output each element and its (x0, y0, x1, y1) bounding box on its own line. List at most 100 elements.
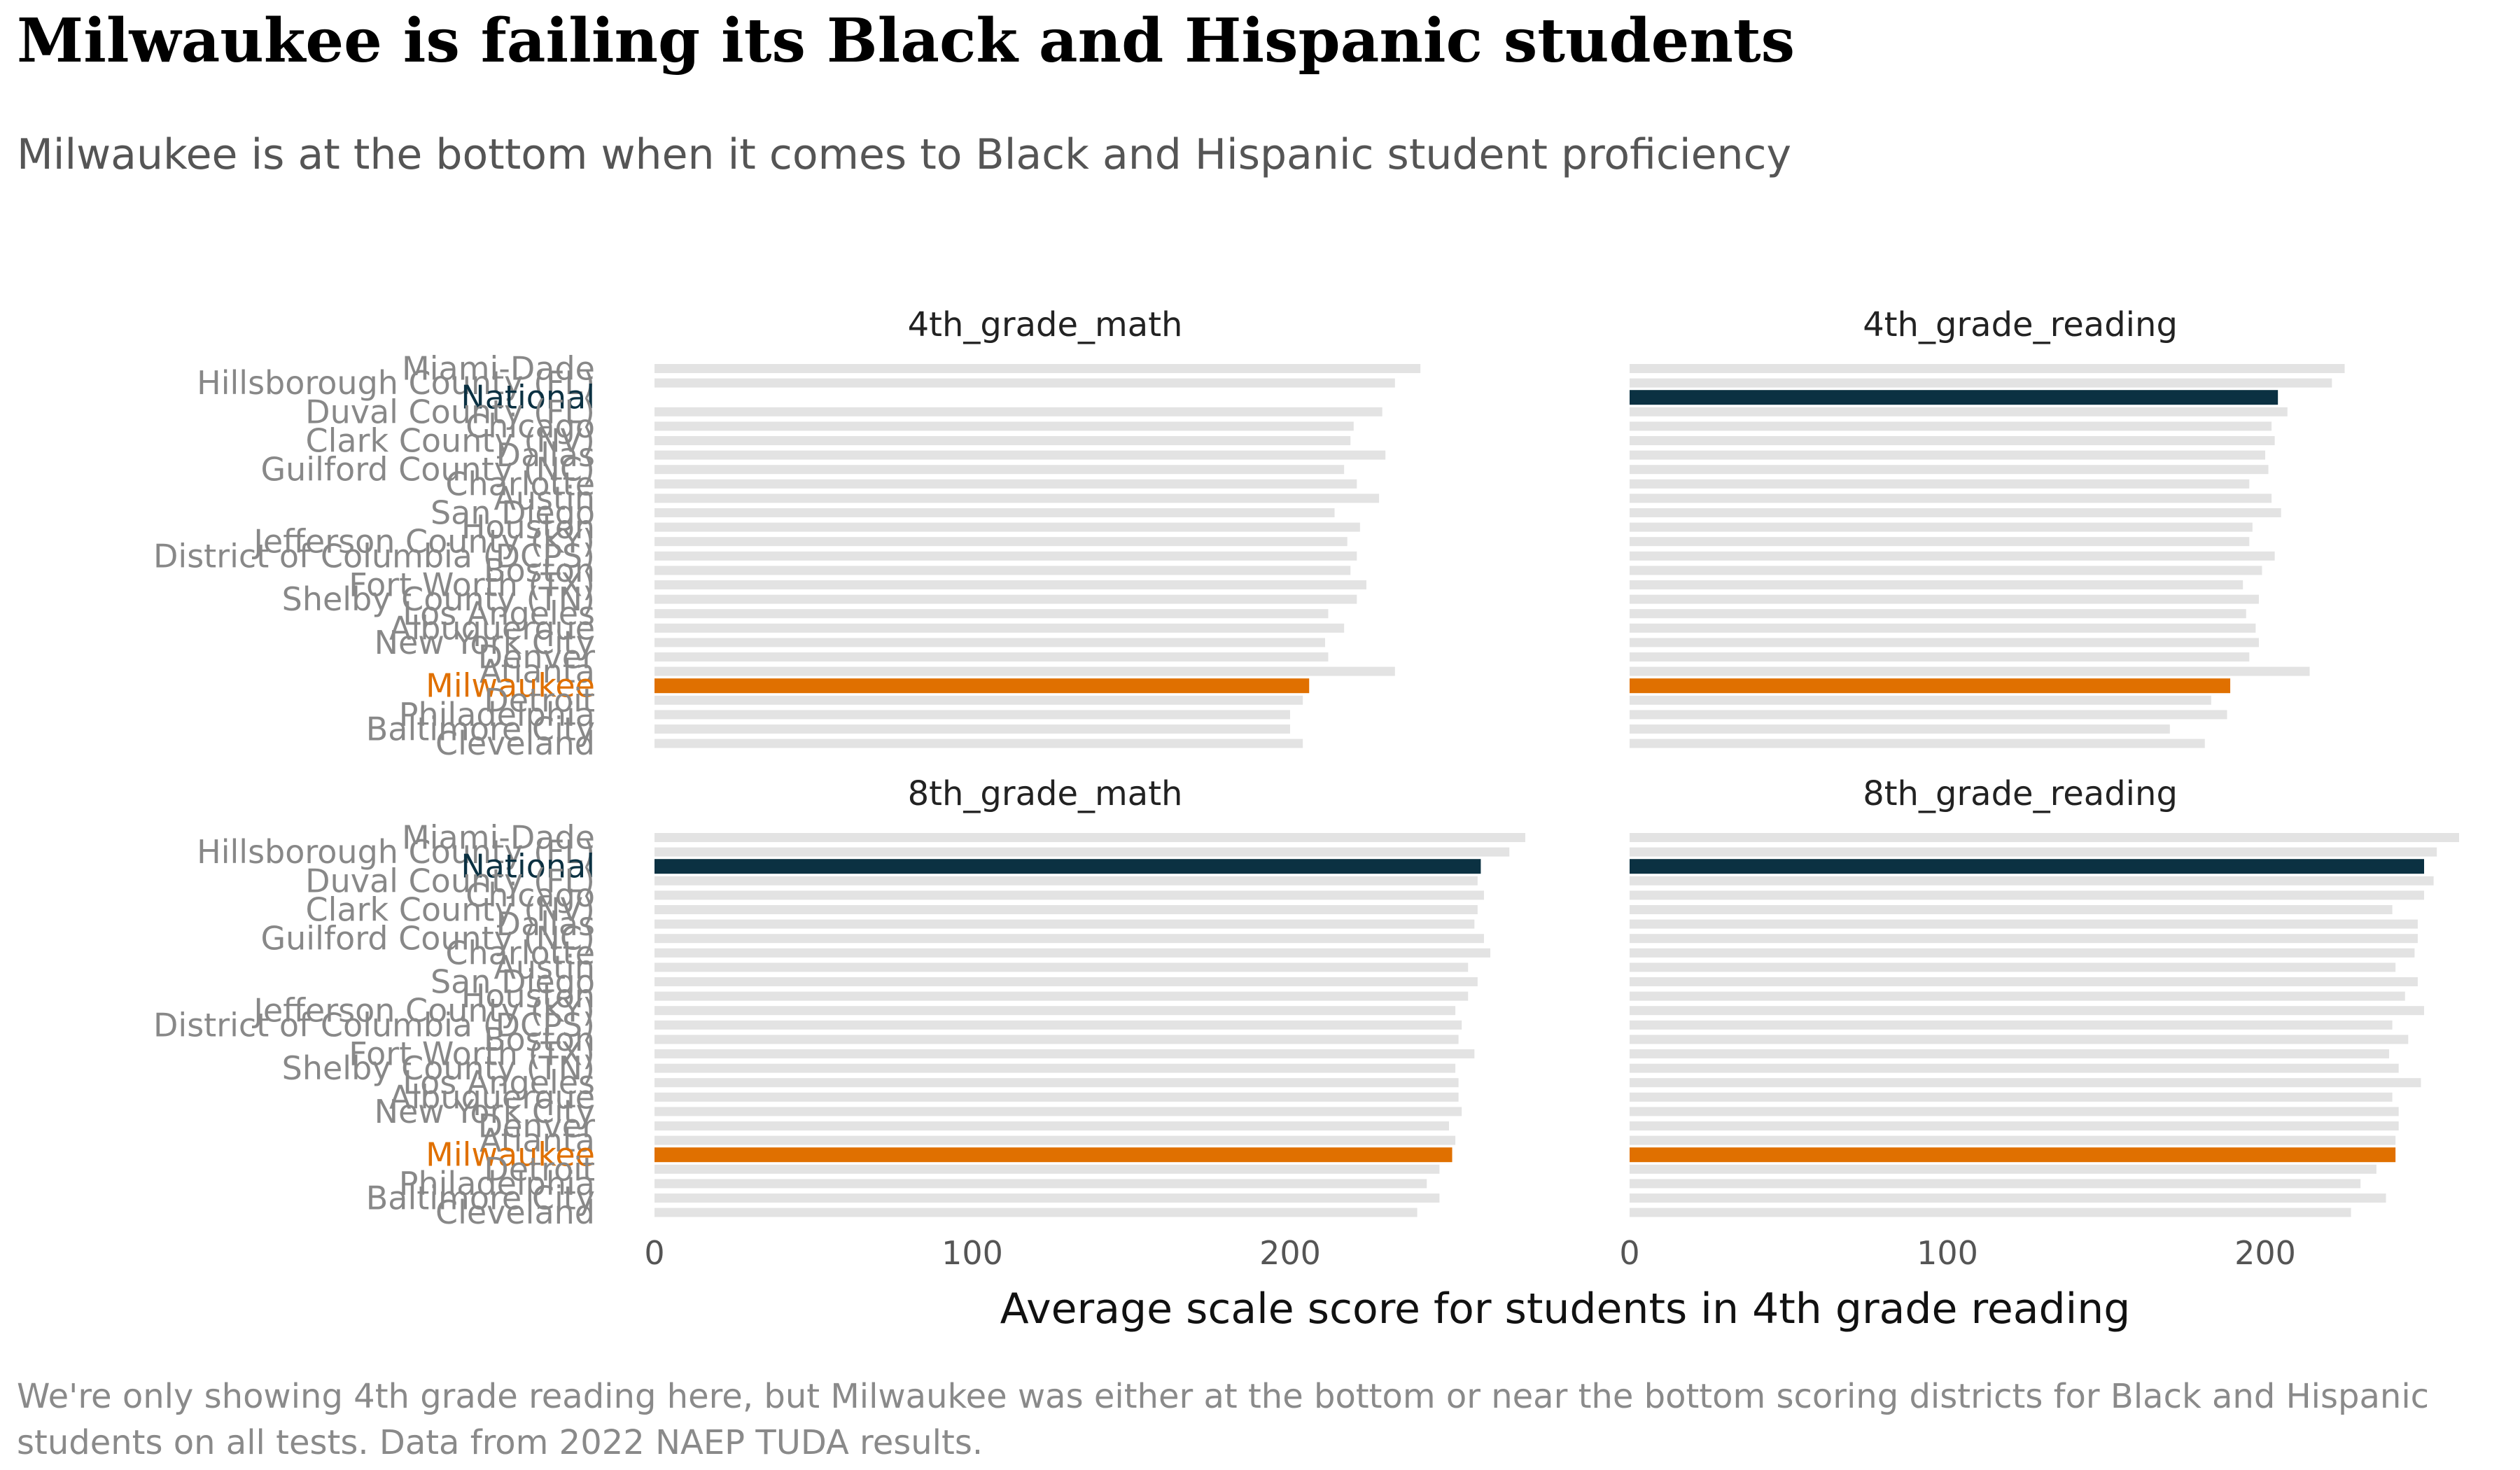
bar-8th-grade-reading-detroit (1630, 1164, 2376, 1174)
bar-8th-grade-reading-milwaukee (1630, 1147, 2396, 1163)
bar-8th-grade-math-clark-county-nv (654, 905, 1478, 914)
category-label-albuquerque: Albuquerque (389, 609, 595, 647)
category-label-guilford-county-nc: Guilford County (NC) (261, 920, 596, 958)
bar-8th-grade-math-jefferson-county-ky (654, 1006, 1456, 1016)
bar-4th-grade-reading-jefferson-county-ky (1630, 537, 2250, 547)
bar-8th-grade-reading-albuquerque (1630, 1092, 2393, 1102)
category-label-baltimore-city: Baltimore City (366, 1180, 595, 1217)
bar-4th-grade-math-hillsborough-county-fl (654, 378, 1395, 388)
category-label-cleveland: Cleveland (435, 724, 595, 762)
bar-4th-grade-math-denver (654, 652, 1329, 662)
bar-4th-grade-reading-cleveland (1630, 738, 2205, 748)
bar-8th-grade-reading-boston (1630, 1035, 2409, 1044)
category-label-chicago: Chicago (465, 876, 595, 914)
category-label-detroit: Detroit (484, 681, 595, 719)
bar-4th-grade-reading-dallas (1630, 450, 2265, 460)
category-label-chicago: Chicago (465, 407, 595, 445)
category-label-albuquerque: Albuquerque (389, 1078, 595, 1116)
category-label-new-york-city: New York City (374, 624, 595, 662)
category-label-national: National (461, 379, 595, 416)
category-label-jefferson-county-ky: Jefferson County (KY) (251, 992, 595, 1030)
bar-8th-grade-math-boston (654, 1035, 1459, 1044)
x-tick-label-8th-grade-math-0: 0 (644, 1234, 664, 1272)
bar-8th-grade-reading-fort-worth-tx (1630, 1049, 2390, 1058)
facet-title-4th-grade-math: 4th_grade_math (908, 305, 1183, 344)
bar-8th-grade-math-houston (654, 991, 1469, 1001)
category-label-district-of-columbia-dcps: District of Columbia (DCPS) (153, 1006, 595, 1044)
bar-4th-grade-reading-shelby-county-tn (1630, 594, 2259, 604)
bar-4th-grade-math-detroit (654, 695, 1303, 705)
bar-8th-grade-math-san-diego (654, 977, 1478, 986)
x-axis-title: Average scale score for students in 4th … (1000, 1284, 2131, 1334)
category-label-denver: Denver (478, 1107, 595, 1145)
bar-4th-grade-math-san-diego (654, 508, 1335, 517)
bar-4th-grade-reading-duval-county-fl (1630, 407, 2288, 416)
facet-title-4th-grade-reading: 4th_grade_reading (1863, 305, 2178, 344)
bar-4th-grade-reading-boston (1630, 566, 2262, 575)
bar-8th-grade-reading-jefferson-county-ky (1630, 1006, 2424, 1016)
bar-4th-grade-reading-fort-worth-tx (1630, 580, 2244, 589)
bar-4th-grade-math-boston (654, 566, 1351, 575)
bar-8th-grade-math-philadelphia (654, 1179, 1427, 1189)
bar-8th-grade-reading-houston (1630, 991, 2405, 1001)
bar-4th-grade-reading-miami-dade (1630, 364, 2345, 373)
bar-4th-grade-math-duval-county-fl (654, 407, 1382, 416)
bar-4th-grade-math-cleveland (654, 738, 1303, 748)
bar-8th-grade-math-albuquerque (654, 1092, 1459, 1102)
bar-4th-grade-math-guilford-county-nc (654, 465, 1345, 475)
category-label-baltimore-city: Baltimore City (366, 710, 595, 748)
category-label-clark-county-nv: Clark County (NV) (306, 422, 595, 460)
bar-8th-grade-math-charlotte (654, 948, 1491, 958)
category-label-fort-worth-tx: Fort Worth (TX) (349, 1035, 595, 1073)
bar-4th-grade-math-charlotte (654, 479, 1357, 489)
bar-4th-grade-reading-chicago (1630, 421, 2272, 431)
category-label-atlanta: Atlanta (479, 1121, 595, 1159)
bar-8th-grade-reading-austin (1630, 962, 2396, 972)
bar-4th-grade-math-milwaukee (654, 678, 1310, 694)
bar-8th-grade-math-hillsborough-county-fl (654, 847, 1510, 857)
category-label-austin: Austin (493, 948, 595, 986)
bar-8th-grade-reading-clark-county-nv (1630, 905, 2393, 914)
bar-4th-grade-reading-philadelphia (1630, 710, 2227, 720)
category-label-milwaukee: Milwaukee (426, 667, 595, 705)
bar-8th-grade-math-atlanta (654, 1135, 1456, 1145)
bar-8th-grade-reading-atlanta (1630, 1135, 2396, 1145)
category-label-district-of-columbia-dcps: District of Columbia (DCPS) (153, 537, 595, 575)
bar-8th-grade-math-guilford-county-nc (654, 934, 1484, 944)
bar-8th-grade-math-dallas (654, 919, 1475, 929)
category-label-philadelphia: Philadelphia (399, 1165, 595, 1203)
x-tick-label-8th-grade-math-200: 200 (1259, 1234, 1321, 1272)
bar-4th-grade-math-jefferson-county-ky (654, 537, 1348, 547)
bar-4th-grade-math-new-york-city (654, 638, 1325, 648)
category-label-cleveland: Cleveland (435, 1194, 595, 1231)
bar-4th-grade-math-atlanta (654, 666, 1395, 676)
bar-4th-grade-math-dallas (654, 450, 1386, 460)
bar-4th-grade-reading-atlanta (1630, 666, 2310, 676)
category-label-miami-dade: Miami-Dade (402, 819, 595, 857)
category-label-atlanta: Atlanta (479, 652, 595, 690)
bar-8th-grade-reading-chicago (1630, 890, 2424, 900)
category-label-detroit: Detroit (484, 1150, 595, 1188)
bar-8th-grade-reading-hillsborough-county-fl (1630, 847, 2437, 857)
category-label-los-angeles: Los Angeles (402, 1064, 595, 1102)
category-label-austin: Austin (493, 479, 595, 517)
bar-8th-grade-math-national (654, 859, 1481, 874)
category-label-shelby-county-tn: Shelby County (TN) (282, 1049, 595, 1087)
bar-4th-grade-math-shelby-county-tn (654, 594, 1357, 604)
bar-8th-grade-reading-baltimore-city (1630, 1194, 2386, 1203)
bar-4th-grade-math-albuquerque (654, 623, 1345, 633)
bar-4th-grade-math-austin (654, 493, 1380, 503)
bar-8th-grade-reading-district-of-columbia-dcps (1630, 1020, 2393, 1030)
bar-4th-grade-reading-albuquerque (1630, 623, 2256, 633)
bar-8th-grade-reading-san-diego (1630, 977, 2418, 986)
category-label-houston: Houston (461, 508, 595, 546)
bar-4th-grade-reading-guilford-county-nc (1630, 465, 2269, 475)
bar-4th-grade-reading-hillsborough-county-fl (1630, 378, 2332, 388)
bar-4th-grade-math-miami-dade (654, 364, 1421, 373)
bar-8th-grade-math-new-york-city (654, 1107, 1462, 1116)
bar-4th-grade-math-baltimore-city (654, 724, 1290, 734)
bar-4th-grade-reading-baltimore-city (1630, 724, 2170, 734)
bar-4th-grade-reading-houston (1630, 522, 2253, 532)
category-label-guilford-county-nc: Guilford County (NC) (261, 451, 596, 489)
